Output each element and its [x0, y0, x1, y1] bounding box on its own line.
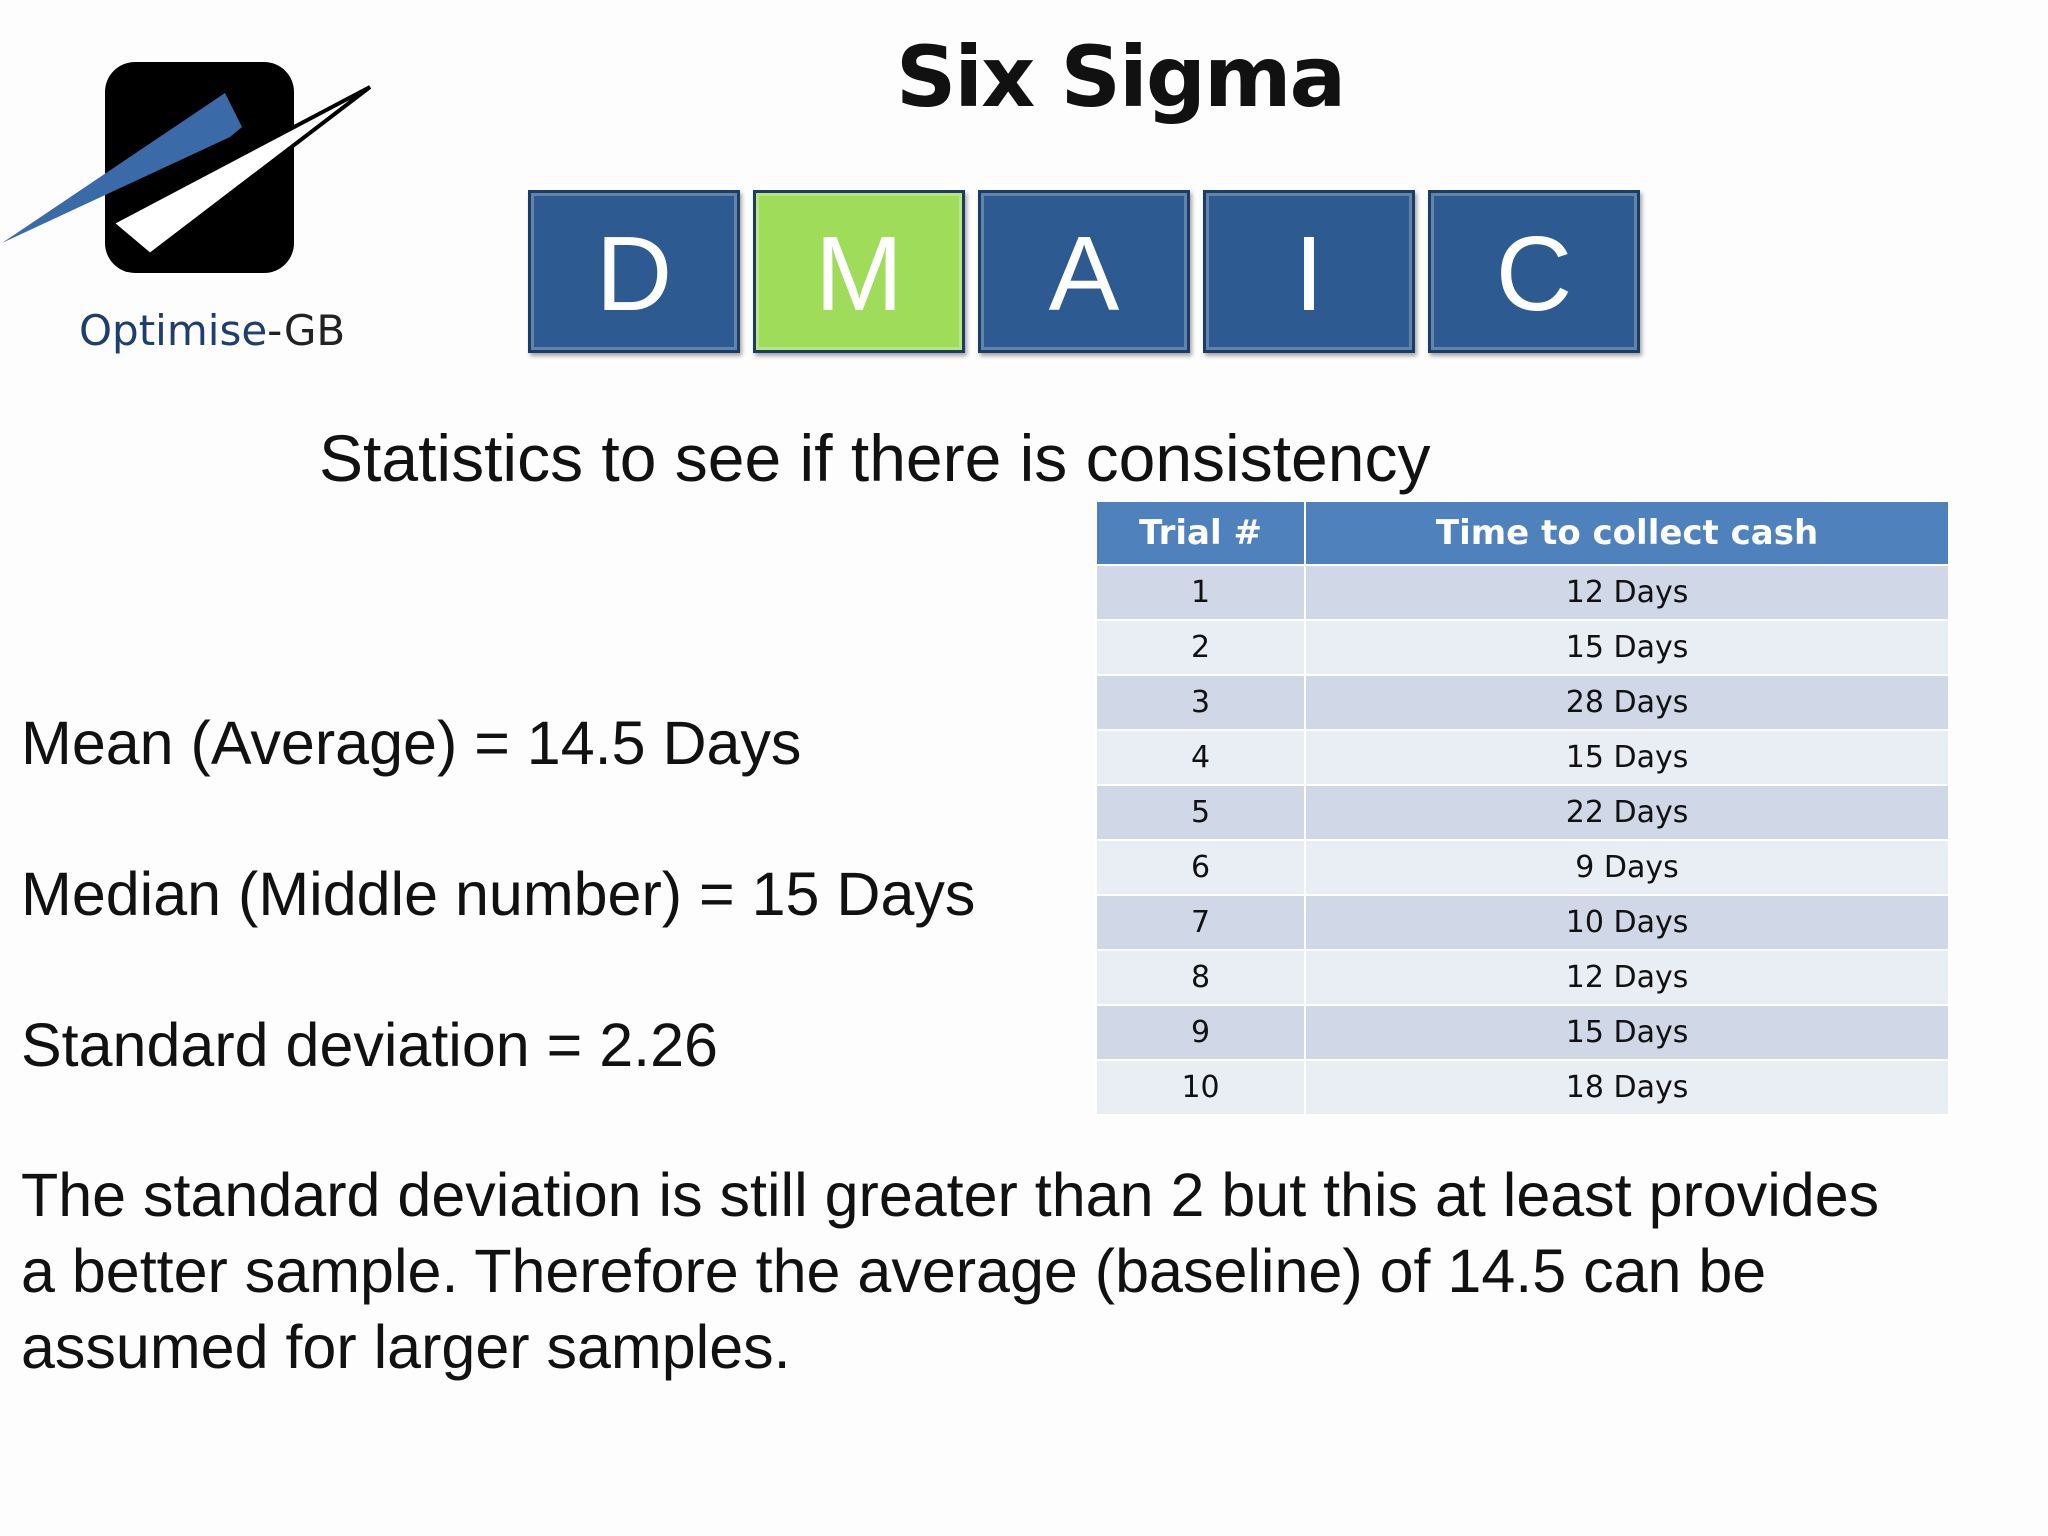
table-cell: 9 — [1094, 1004, 1307, 1061]
table-row: 9 15 Days — [1094, 1004, 1950, 1061]
table-row: 1 12 Days — [1094, 564, 1950, 621]
dmaic-step: I — [1203, 190, 1415, 353]
table-row: 4 15 Days — [1094, 729, 1950, 786]
logo-suffix: -GB — [267, 306, 346, 355]
table-cell: 15 Days — [1304, 729, 1950, 786]
table-row: 8 12 Days — [1094, 949, 1950, 1006]
table-header: Trial # Time to collect cash — [1094, 500, 1950, 566]
table-cell: 15 Days — [1304, 619, 1950, 676]
logo-name: Optimise — [79, 306, 268, 355]
title: Six Sigma — [895, 28, 1346, 126]
table-cell: 18 Days — [1304, 1059, 1950, 1116]
table-cell: 15 Days — [1304, 1004, 1950, 1061]
table-body: 1 12 Days 2 15 Days 3 28 Days 4 15 Days 5 22 Days… — [1094, 564, 1950, 1116]
dmaic-letter: D — [595, 215, 673, 333]
table-cell: 12 Days — [1304, 949, 1950, 1006]
table-cell: 9 Days — [1304, 839, 1950, 896]
column-header: Time to collect cash — [1304, 500, 1950, 566]
table-cell: 22 Days — [1304, 784, 1950, 841]
stat-line: Median (Middle number) = 15 Days — [21, 860, 976, 928]
table-cell: 10 Days — [1304, 894, 1950, 951]
conclusion-line: The standard deviation is still greater … — [21, 1161, 1880, 1229]
table-cell: 10 — [1094, 1059, 1307, 1116]
table-row: 2 15 Days — [1094, 619, 1950, 676]
table-cell: 28 Days — [1304, 674, 1950, 731]
dmaic-step: D — [528, 190, 740, 353]
table-cell: 7 — [1094, 894, 1307, 951]
conclusion-line: assumed for larger samples. — [21, 1313, 791, 1381]
dmaic-letter: A — [1048, 215, 1120, 333]
dmaic-letter: C — [1495, 215, 1573, 333]
data-table: Trial # Time to collect cash 1 12 Days 2 15 D… — [1094, 500, 1950, 1116]
table-row: 3 28 Days — [1094, 674, 1950, 731]
conclusion-line: a better sample. Therefore the average (… — [21, 1237, 1767, 1305]
table-cell: 6 — [1094, 839, 1307, 896]
subtitle: Statistics to see if there is consistenc… — [319, 421, 1431, 495]
dmaic-step: A — [978, 190, 1190, 353]
table-cell: 3 — [1094, 674, 1307, 731]
table-cell: 5 — [1094, 784, 1307, 841]
table-cell: 12 Days — [1304, 564, 1950, 621]
dmaic-letter: M — [814, 215, 904, 333]
stat-line: Mean (Average) = 14.5 Days — [21, 709, 802, 777]
table-row: 10 18 Days — [1094, 1059, 1950, 1116]
dmaic-step: M — [753, 190, 965, 353]
dmaic-letter: I — [1294, 215, 1324, 333]
table-cell: 2 — [1094, 619, 1307, 676]
table-row: 7 10 Days — [1094, 894, 1950, 951]
logo — [2, 62, 372, 273]
column-header: Trial # — [1094, 500, 1307, 566]
table-cell: 8 — [1094, 949, 1307, 1006]
logo-text: Optimise-GB — [79, 306, 345, 355]
dmaic-step: C — [1428, 190, 1640, 353]
stat-line: Standard deviation = 2.26 — [21, 1011, 718, 1079]
table-cell: 4 — [1094, 729, 1307, 786]
table-row: 5 22 Days — [1094, 784, 1950, 841]
table-cell: 1 — [1094, 564, 1307, 621]
